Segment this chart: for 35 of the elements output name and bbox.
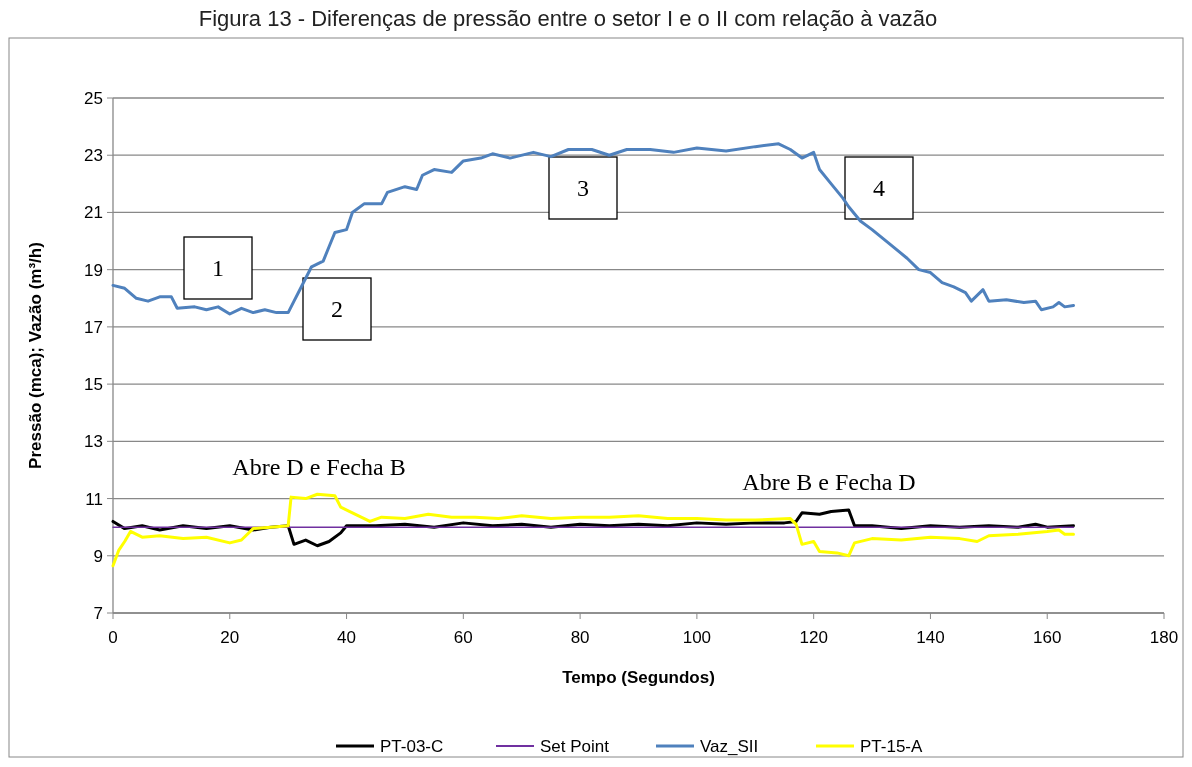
y-tick-label: 21 bbox=[84, 203, 103, 223]
legend-label: PT-15-A bbox=[860, 736, 924, 756]
legend-label: Vaz_SII bbox=[700, 736, 759, 756]
legend-label: Set Point bbox=[540, 736, 610, 756]
annotation: 1 bbox=[212, 255, 224, 282]
x-tick-label: 0 bbox=[108, 628, 118, 647]
y-tick-label: 17 bbox=[84, 317, 103, 337]
x-tick-label: 100 bbox=[682, 628, 712, 647]
y-tick-label: 25 bbox=[84, 88, 103, 108]
x-axis-title: Tempo (Segundos) bbox=[562, 668, 715, 687]
annotation: Abre D e Fecha B bbox=[232, 454, 406, 480]
legend-label: PT-03-C bbox=[380, 736, 444, 756]
x-tick-label: 40 bbox=[337, 628, 357, 647]
annotation: 2 bbox=[331, 296, 343, 323]
y-tick-label: 11 bbox=[85, 489, 103, 509]
y-tick-label: 9 bbox=[93, 546, 103, 566]
y-tick-label: 13 bbox=[84, 432, 103, 452]
x-tick-label: 160 bbox=[1033, 628, 1062, 647]
x-tick-label: 120 bbox=[799, 628, 828, 647]
line-series bbox=[111, 142, 1075, 316]
y-tick-label: 15 bbox=[84, 375, 103, 395]
y-axis-title: Pressão (mca); Vazão (m³/h) bbox=[26, 242, 45, 469]
chart-title: Figura 13 - Diferenças de pressão entre o setor I e o II com relação à vazão bbox=[198, 6, 938, 31]
x-tick-label: 20 bbox=[220, 628, 240, 647]
line-series bbox=[111, 492, 1075, 568]
annotation: 3 bbox=[577, 175, 589, 202]
y-tick-label: 19 bbox=[84, 260, 103, 280]
annotation: Abre B e Fecha D bbox=[742, 469, 916, 495]
x-tick-label: 180 bbox=[1149, 628, 1179, 647]
y-tick-label: 7 bbox=[93, 603, 103, 623]
x-tick-label: 80 bbox=[570, 628, 590, 647]
x-tick-label: 140 bbox=[916, 628, 945, 647]
x-tick-label: 60 bbox=[453, 628, 473, 647]
y-tick-label: 23 bbox=[84, 146, 103, 166]
annotation: 4 bbox=[873, 175, 885, 202]
